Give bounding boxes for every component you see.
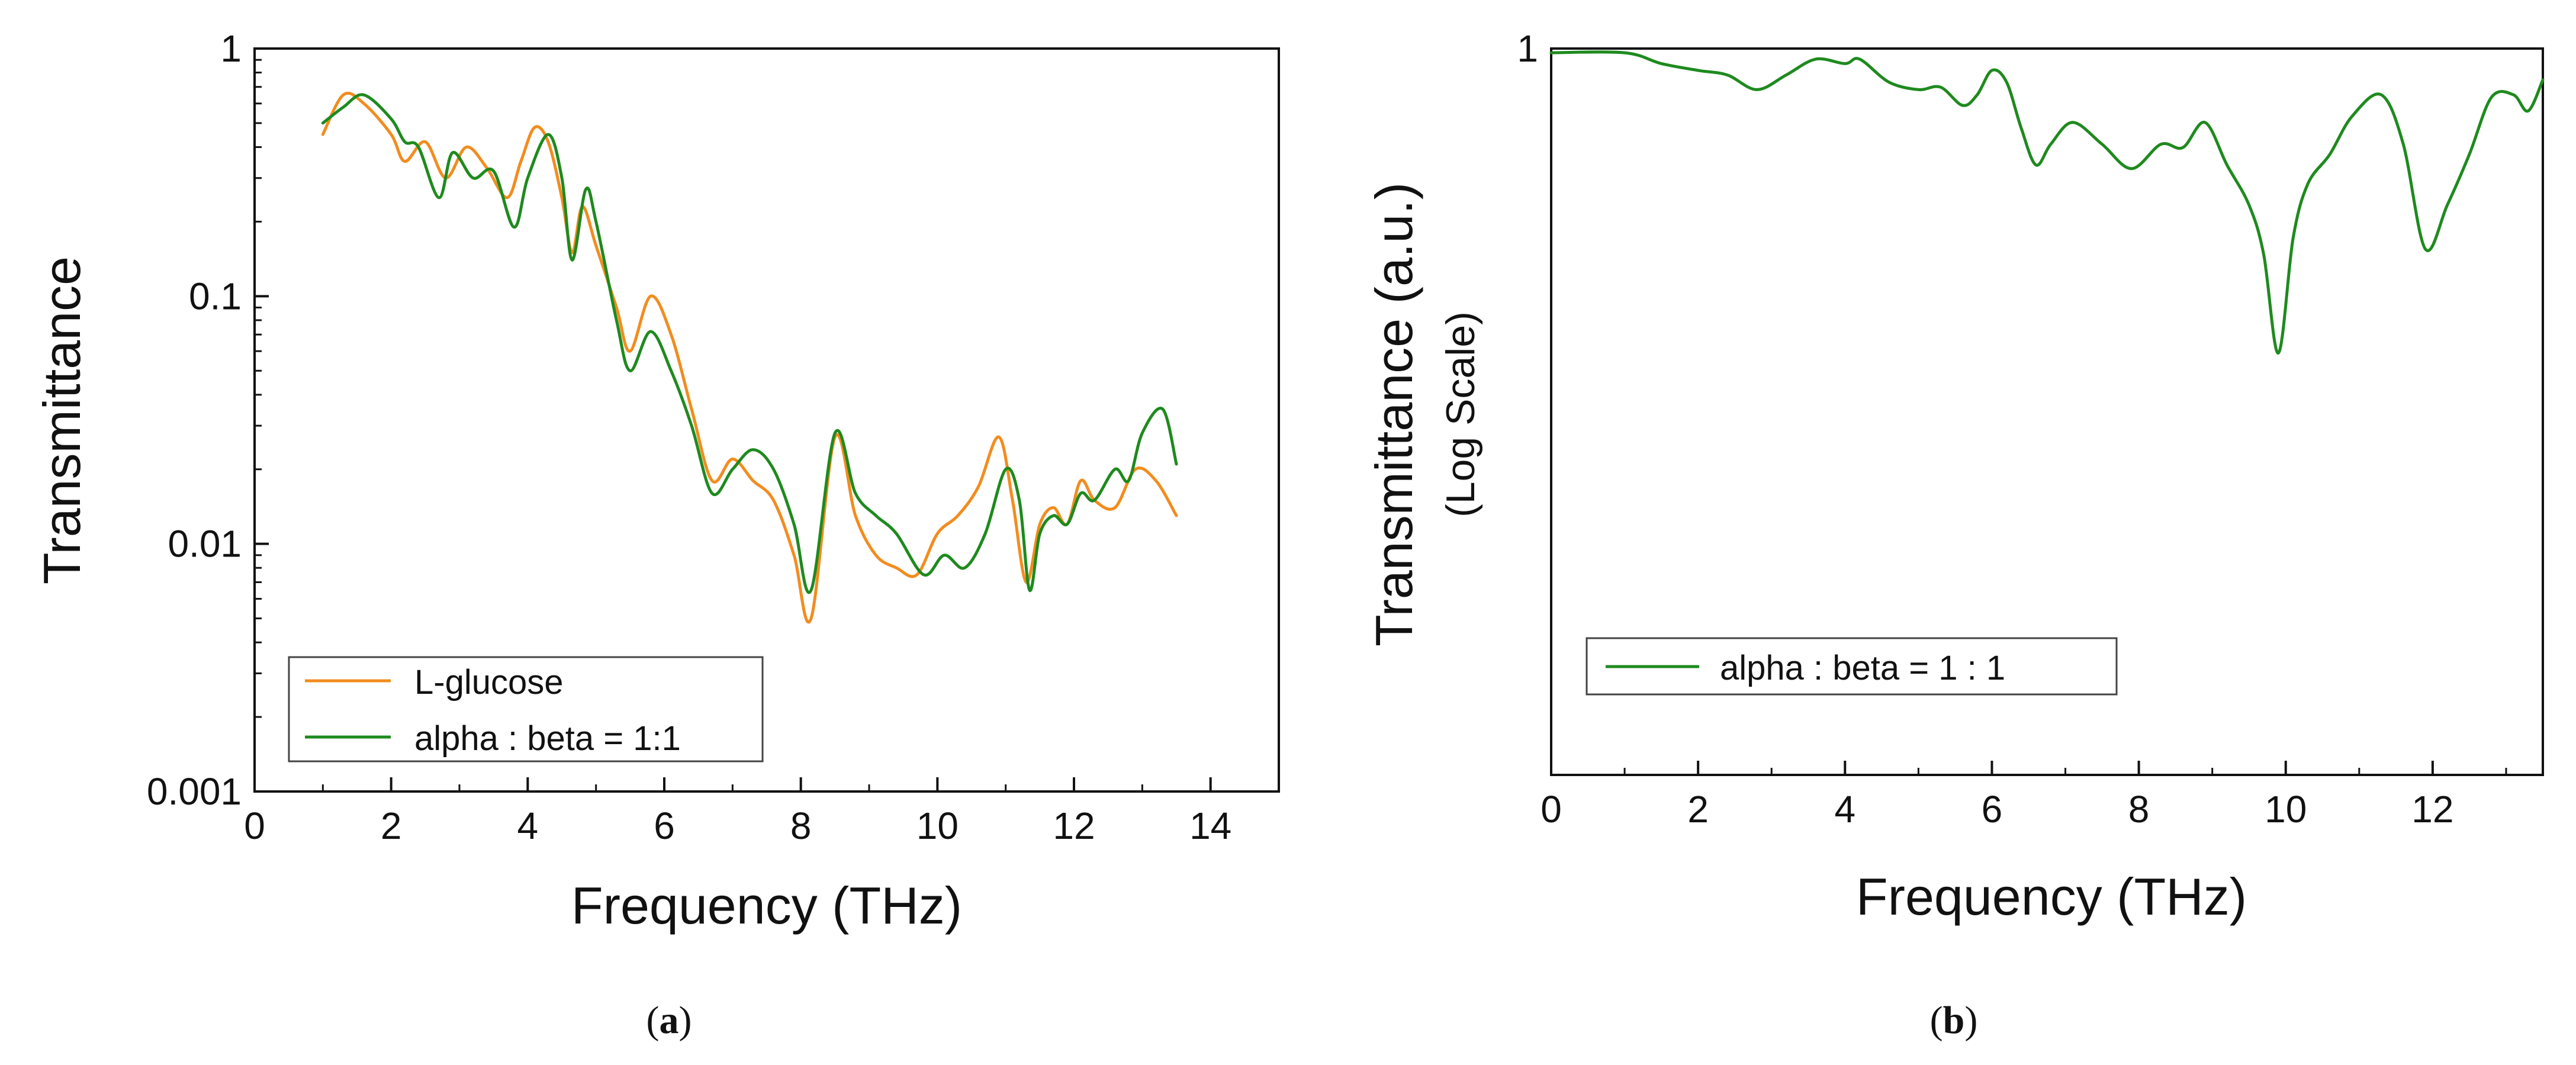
- series-line-b-0: [1549, 50, 2545, 355]
- x-tick-label-a: 8: [790, 805, 812, 847]
- series-lines-a: [321, 91, 1178, 624]
- legend-label-alpha-beta-b: alpha : beta = 1 : 1: [1720, 649, 2005, 687]
- x-tick-label-a: 4: [517, 805, 539, 847]
- x-tick-label-b: 2: [1687, 788, 1709, 831]
- series-lines-b: [1549, 50, 2545, 355]
- x-tick-label-b: 6: [1982, 788, 2003, 831]
- y-axis-title-b: Transmittance (a.u.): [1365, 182, 1423, 646]
- caption-b: (b): [1930, 999, 1978, 1042]
- y-tick-label-a: 0.001: [147, 770, 242, 813]
- plot-frame-a: [253, 47, 1280, 793]
- series-line-a-0: [321, 91, 1178, 624]
- x-tick-label-a: 10: [916, 805, 959, 847]
- y-tick-label-a: 0.1: [189, 275, 242, 317]
- y-ticks-b: 1: [1517, 27, 1565, 70]
- x-tick-label-b: 4: [1834, 788, 1855, 831]
- x-tick-label-a: 12: [1053, 805, 1095, 847]
- x-ticks-b: 0 2 4 6 8 10 12: [1541, 761, 2507, 831]
- legend-b: alpha : beta = 1 : 1: [1586, 637, 2118, 696]
- x-tick-label-b: 10: [2265, 788, 2307, 831]
- caption-a: (a): [647, 999, 692, 1042]
- plot-frame-b: [1550, 47, 2544, 776]
- panel-a: 0.001 0.01 0.1 1 0 2 4 6 8 10 12 14 Frequency (THz…: [33, 27, 1280, 1042]
- legend-label-alpha-beta-a: alpha : beta = 1:1: [414, 719, 681, 758]
- x-tick-label-a: 14: [1189, 805, 1231, 847]
- legend-label-l-glucose: L-glucose: [414, 663, 563, 702]
- y-axis-title-a: Transmittance: [33, 256, 91, 584]
- x-axis-title-a: Frequency (THz): [571, 876, 962, 935]
- y-tick-label-a: 0.01: [168, 523, 242, 565]
- x-tick-label-b: 0: [1541, 788, 1562, 831]
- y-ticks-a: 0.001 0.01 0.1 1: [147, 27, 269, 813]
- y-tick-label-a: 1: [220, 27, 242, 70]
- x-tick-label-b: 12: [2411, 788, 2453, 831]
- series-line-a-1: [321, 93, 1178, 594]
- legend-box-a: [288, 656, 764, 762]
- x-tick-label-b: 8: [2128, 788, 2150, 831]
- x-tick-label-a: 0: [244, 805, 265, 847]
- panel-b: 1 0 2 4 6 8 10 12 Frequency (THz) Transmittanc…: [1365, 27, 2545, 1042]
- x-axis-title-b: Frequency (THz): [1856, 867, 2247, 926]
- x-tick-label-a: 2: [381, 805, 402, 847]
- x-tick-label-a: 6: [654, 805, 675, 847]
- y-tick-label-b: 1: [1517, 27, 1538, 70]
- legend-a: L-glucose alpha : beta = 1:1: [288, 656, 764, 762]
- x-ticks-a: 0 2 4 6 8 10 12 14: [244, 777, 1280, 847]
- y-axis-subtitle-b: (Log Scale): [1438, 311, 1483, 517]
